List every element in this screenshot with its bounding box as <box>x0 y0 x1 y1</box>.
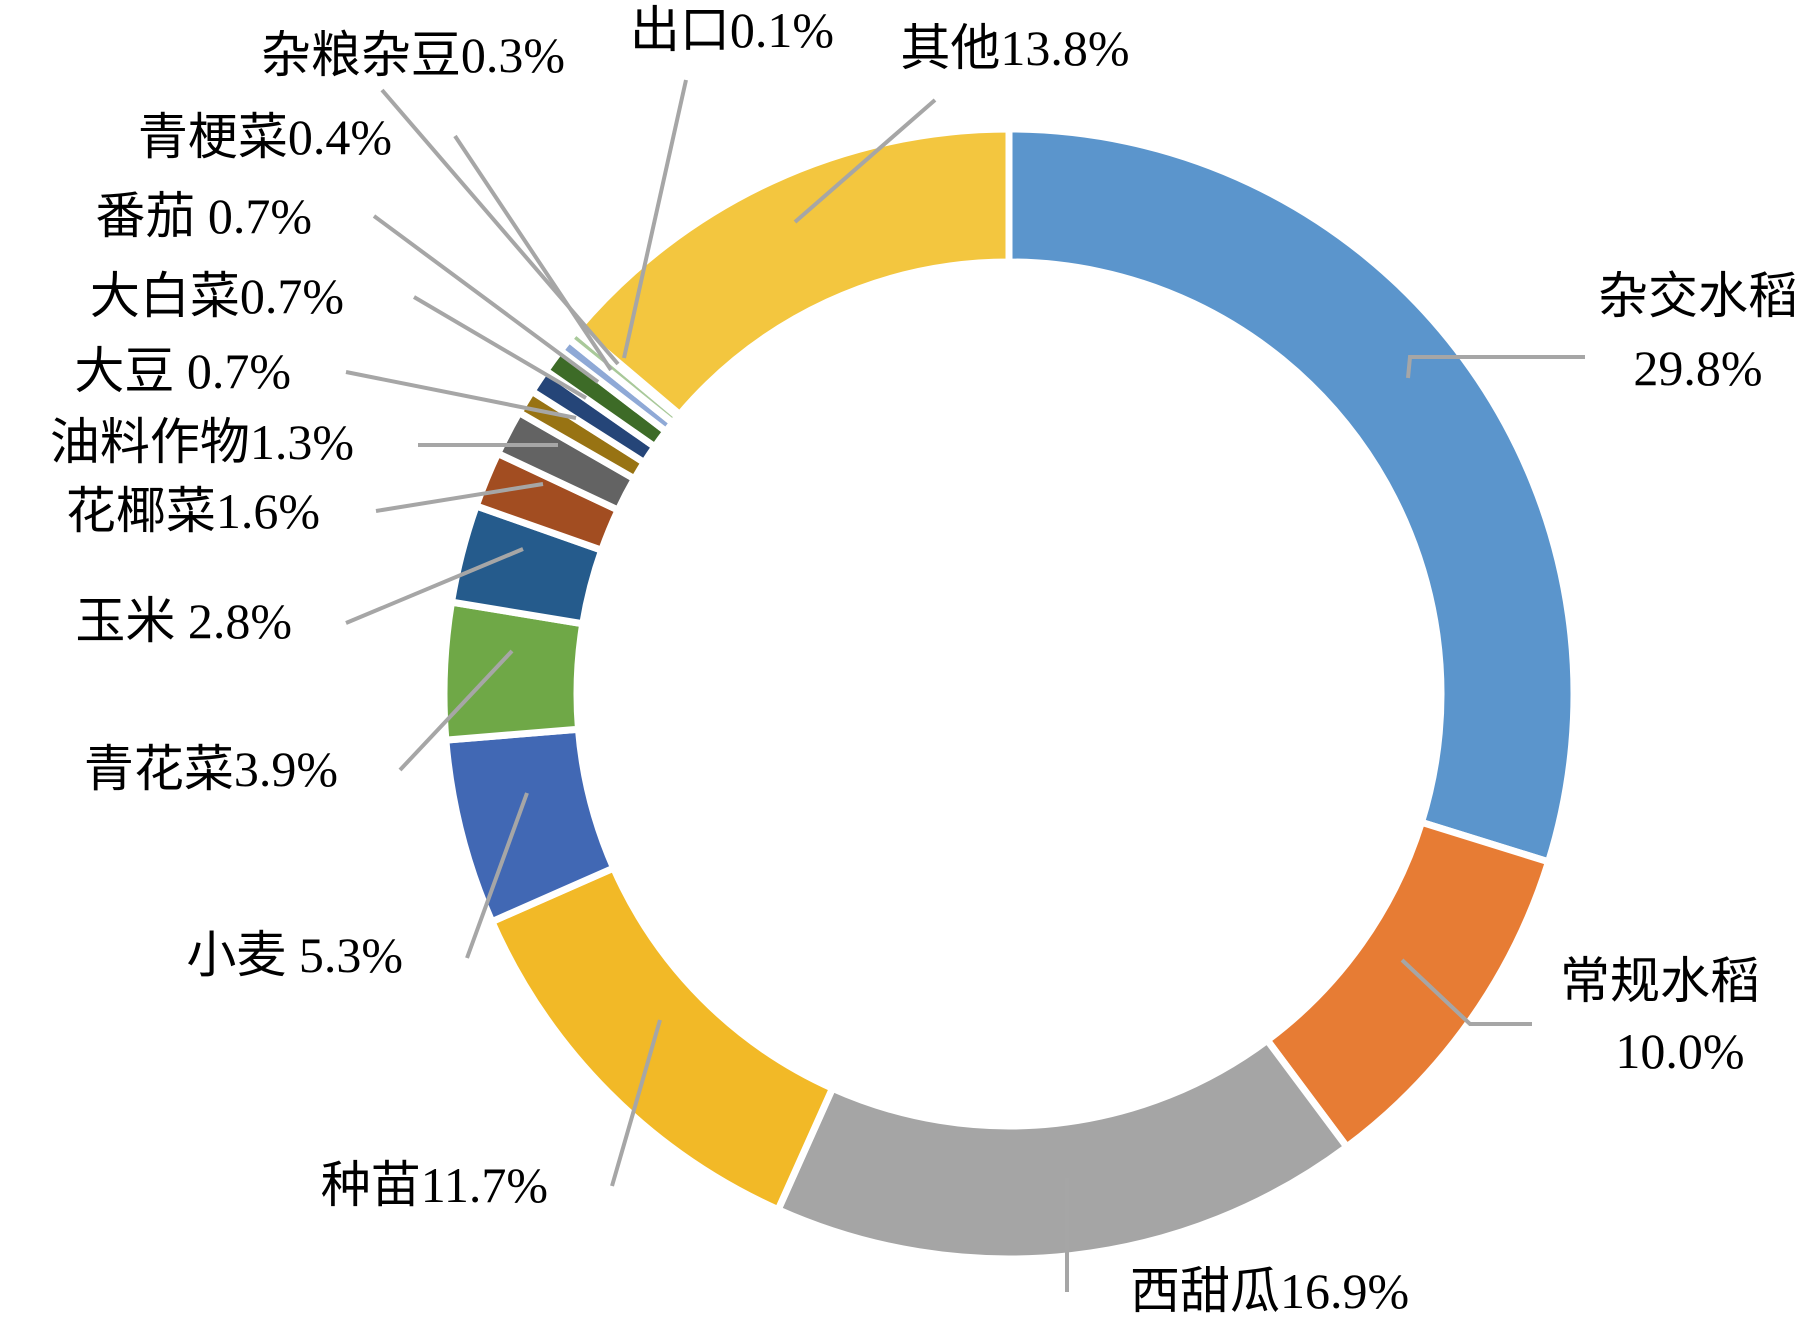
data-label-cauliflower: 花椰菜1.6% <box>66 483 320 539</box>
leader-line-6 <box>345 547 524 625</box>
leader-line-12 <box>453 134 613 372</box>
data-label-hybrid-rice: 杂交水稻 <box>1598 268 1798 324</box>
data-label-melon: 西甜瓜16.9% <box>1130 1263 1409 1319</box>
data-label-other: 其他13.8% <box>900 20 1129 76</box>
data-label-soybean: 大豆 0.7% <box>74 343 291 399</box>
data-label-conventional-rice-pct: 10.0% <box>1615 1023 1744 1079</box>
donut-segment-15 <box>573 125 1013 420</box>
leader-line-5 <box>398 649 514 772</box>
leader-line-15 <box>793 98 937 224</box>
leader-lines <box>345 79 1585 1292</box>
leader-line-14 <box>622 79 688 359</box>
data-label-broccoli: 青花菜3.9% <box>84 741 338 797</box>
data-label-corn: 玉米 2.8% <box>75 593 292 649</box>
donut-segments <box>440 125 1578 1263</box>
data-label-export: 出口0.1% <box>630 2 834 58</box>
data-label-oil-crops: 油料作物1.3% <box>50 414 354 470</box>
data-label-chinese-cabbage: 大白菜0.7% <box>90 268 344 324</box>
leader-line-0 <box>1406 355 1585 379</box>
data-label-hybrid-rice-pct: 29.8% <box>1633 340 1762 396</box>
data-labels: 杂交水稻 29.8% 常规水稻 10.0% 西甜瓜16.9% 种苗11.7% 小… <box>50 2 1798 1319</box>
data-label-wheat: 小麦 5.3% <box>186 927 403 983</box>
leader-line-1 <box>1400 958 1532 1026</box>
data-label-seedlings: 种苗11.7% <box>321 1157 548 1213</box>
leader-line-4 <box>465 792 529 959</box>
leader-line-3 <box>610 1019 662 1187</box>
donut-segment-2 <box>773 1035 1352 1263</box>
leader-line-7 <box>375 482 544 513</box>
leader-line-11 <box>372 214 600 384</box>
leader-line-9 <box>345 370 577 420</box>
leader-line-10 <box>412 295 588 400</box>
data-label-tomato: 番茄 0.7% <box>95 188 312 244</box>
data-label-conventional-rice: 常规水稻 <box>1560 953 1760 1009</box>
data-label-bok-choy: 青梗菜0.4% <box>138 109 392 165</box>
leader-line-13 <box>380 88 620 366</box>
data-label-coarse-grains: 杂粮杂豆0.3% <box>261 27 565 83</box>
donut-segment-0 <box>1005 125 1578 867</box>
